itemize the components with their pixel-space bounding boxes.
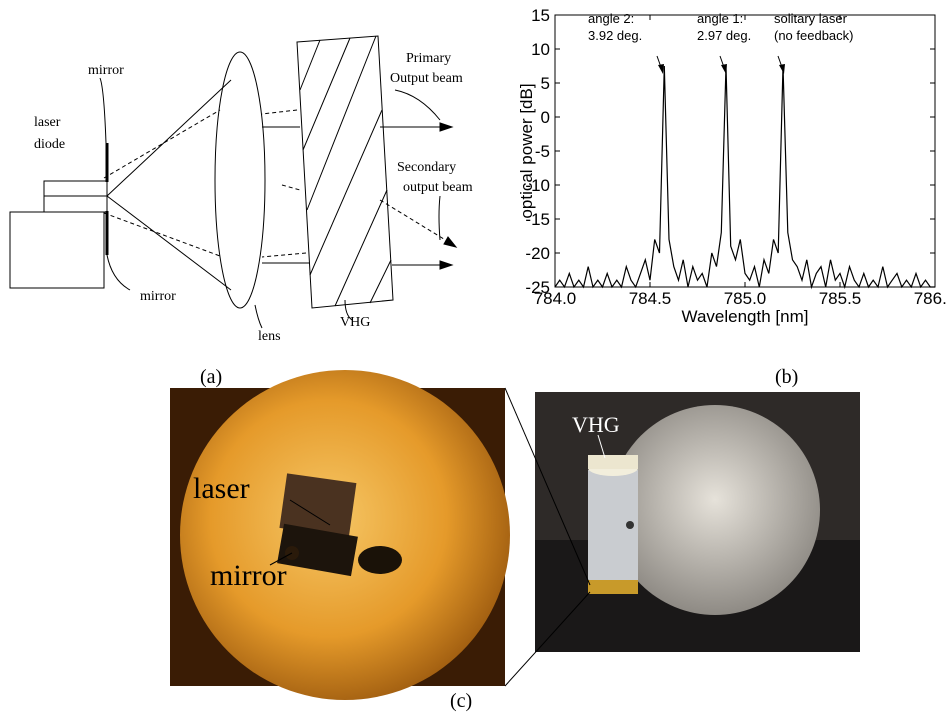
label: mirror <box>88 63 124 78</box>
arrowhead <box>721 64 727 74</box>
y-tick-label: 5 <box>541 74 550 93</box>
y-tick-label: -20 <box>525 244 550 263</box>
arrowhead <box>779 64 785 74</box>
y-tick-label: 10 <box>531 40 550 59</box>
vhg <box>588 455 638 469</box>
panel-label: (c) <box>450 690 472 712</box>
module <box>588 580 638 594</box>
x-tick-label: 785.5 <box>819 289 862 308</box>
dime <box>610 405 820 615</box>
annotation: (no feedback) <box>774 28 854 43</box>
arrowhead <box>440 123 452 131</box>
annotation: 3.92 deg. <box>588 28 642 43</box>
plot-frame <box>555 15 935 287</box>
label: laser <box>193 472 250 505</box>
y-tick-label: 15 <box>531 6 550 25</box>
leader <box>395 90 440 120</box>
leader <box>107 255 130 290</box>
label: Output beam <box>390 71 463 86</box>
fringe <box>303 38 350 150</box>
panel-label: (b) <box>775 366 798 388</box>
arrowhead <box>440 261 452 269</box>
annotation: 2.97 deg. <box>697 28 751 43</box>
annotation: solitary laser <box>774 11 848 26</box>
x-tick-label: 784.0 <box>534 289 577 308</box>
beam <box>107 80 231 196</box>
vhg <box>297 36 393 308</box>
output-beam <box>380 200 452 244</box>
label: VHG <box>340 315 370 330</box>
label: laser <box>34 115 61 130</box>
fringe <box>335 190 387 306</box>
arrowhead <box>658 64 664 74</box>
leader <box>439 196 440 240</box>
annotation: angle 2: <box>588 11 634 26</box>
photos <box>170 370 860 700</box>
beam <box>262 253 306 257</box>
panel-label: (a) <box>200 366 222 388</box>
lens <box>215 52 265 308</box>
diagram-labels: mirror laser diode mirror lens VHG Prima… <box>34 51 473 344</box>
spectrum-line <box>555 66 935 287</box>
label: lens <box>258 329 281 344</box>
beam <box>282 185 300 190</box>
chip <box>358 546 402 574</box>
label: Primary <box>406 51 451 66</box>
beam <box>107 196 231 290</box>
beam <box>262 110 297 114</box>
module <box>626 521 634 529</box>
fringe <box>370 260 391 303</box>
fringe <box>310 110 382 275</box>
arrowhead <box>444 237 456 247</box>
fringe <box>307 36 376 210</box>
fringe <box>300 40 320 90</box>
x-tick-label: 786.0 <box>914 289 946 308</box>
leader <box>100 78 106 143</box>
label: Secondary <box>397 160 456 175</box>
beam <box>104 213 220 256</box>
label: diode <box>34 137 65 152</box>
leader <box>255 305 262 328</box>
mount <box>10 212 104 288</box>
y-tick-label: 0 <box>541 108 550 127</box>
x-axis-label: Wavelength [nm] <box>682 307 809 326</box>
annotation: angle 1: <box>697 11 743 26</box>
x-tick-label: 785.0 <box>724 289 767 308</box>
label: output beam <box>403 180 473 195</box>
label: mirror <box>140 289 176 304</box>
x-tick-label: 784.5 <box>629 289 672 308</box>
figure: mirror laser diode mirror lens VHG Prima… <box>0 0 946 715</box>
y-tick-label: -5 <box>535 142 550 161</box>
label: mirror <box>210 559 287 592</box>
label: VHG <box>572 412 620 437</box>
y-axis-label: optical power [dB] <box>517 83 536 218</box>
